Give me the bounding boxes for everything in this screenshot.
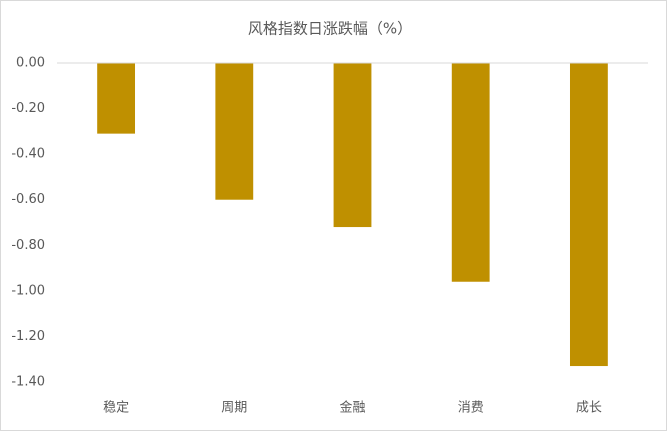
x-tick-label: 金融: [339, 400, 365, 416]
y-tick-label: -0.80: [11, 238, 45, 253]
bar: [569, 63, 608, 367]
x-tick-label: 消费: [458, 401, 484, 416]
x-tick-label: 周期: [221, 401, 247, 416]
y-tick-label: -0.60: [11, 192, 45, 207]
bar: [97, 63, 136, 134]
y-tick-label: -0.20: [11, 101, 45, 116]
x-tick-label: 成长: [576, 401, 602, 416]
y-tick-label: -1.20: [11, 329, 45, 344]
bar: [451, 63, 490, 282]
bar: [215, 63, 254, 200]
y-tick-label: -0.40: [11, 147, 45, 162]
y-tick-label: 0.00: [16, 56, 45, 71]
chart-title: 风格指数日涨跌幅（%）: [248, 20, 412, 38]
y-tick-label: -1.00: [11, 283, 45, 298]
x-tick-label: 稳定: [103, 400, 129, 416]
y-tick-label: -1.40: [11, 375, 45, 390]
bar: [333, 63, 372, 228]
